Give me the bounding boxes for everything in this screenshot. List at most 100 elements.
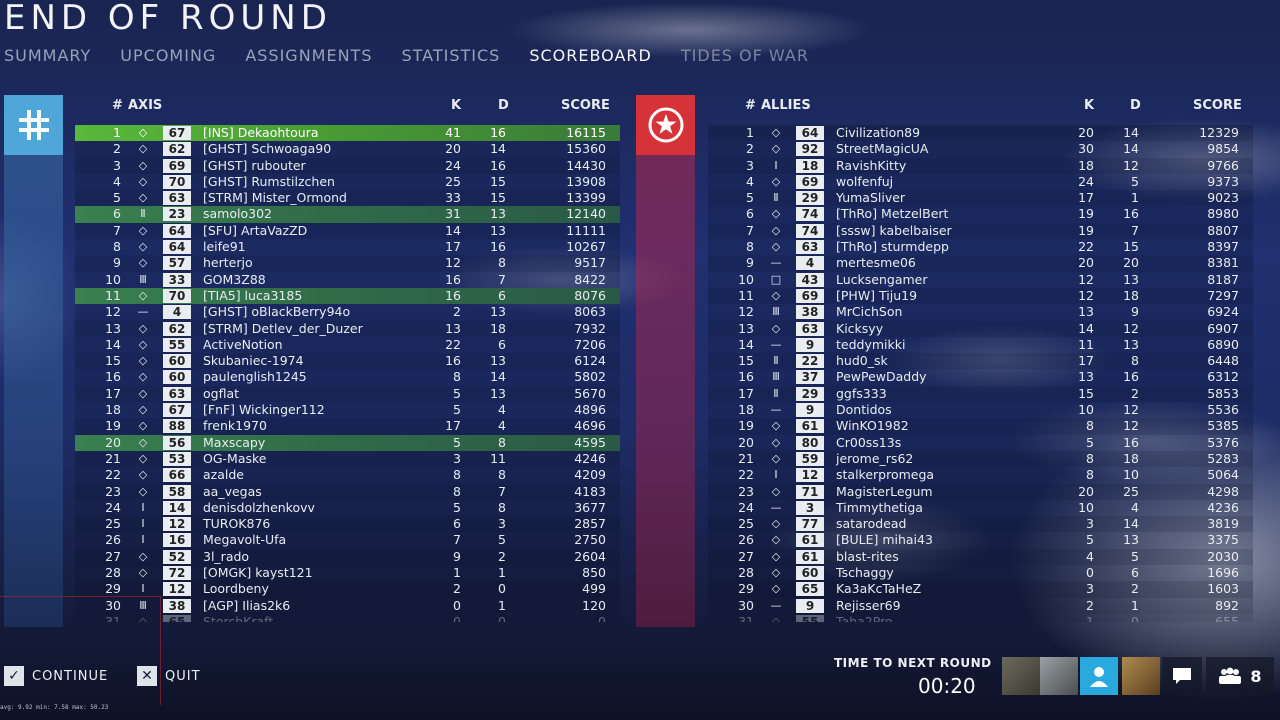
player-row[interactable]: 20 ◇ 80 Cr00ss13s 5 16 5376: [708, 434, 1253, 451]
player-row[interactable]: 12 — 4 [GHST] oBlackBerry94o 2 13 8063: [75, 304, 620, 321]
player-row[interactable]: 10 □ 43 Lucksengamer 12 13 8187: [708, 271, 1253, 288]
player-deaths: 18: [490, 320, 506, 336]
continue-button[interactable]: ✓ CONTINUE: [4, 666, 108, 686]
squad-member-portrait[interactable]: [1040, 657, 1078, 695]
player-row[interactable]: 23 ◇ 58 aa_vegas 8 7 4183: [75, 483, 620, 500]
player-row[interactable]: 7 ◇ 74 [sssw] kabelbaiser 19 7 8807: [708, 222, 1253, 240]
player-row[interactable]: 10 Ⅲ 33 GOM3Z88 16 7 8422: [75, 271, 620, 288]
player-row[interactable]: 14 ◇ 55 ActiveNotion 22 6 7206: [75, 336, 620, 354]
player-row[interactable]: 23 ◇ 71 MagisterLegum 20 25 4298: [708, 483, 1253, 500]
tab-tides-of-war[interactable]: TIDES OF WAR: [680, 46, 809, 65]
player-row[interactable]: 3 Ⅰ 18 RavishKitty 18 12 9766: [708, 157, 1253, 174]
player-kills: 10: [1078, 402, 1094, 418]
tab-summary[interactable]: SUMMARY: [4, 46, 92, 65]
rank-insignia-icon: ◇: [138, 240, 148, 254]
chat-button[interactable]: [1162, 657, 1202, 695]
player-row[interactable]: 17 ◇ 63 ogflat 5 13 5670: [75, 385, 620, 403]
player-kills: 5: [453, 434, 461, 450]
player-level-badge: 64: [163, 223, 191, 238]
tab-statistics[interactable]: STATISTICS: [401, 46, 501, 65]
player-row[interactable]: 8 ◇ 64 leife91 17 16 10267: [75, 239, 620, 256]
player-row[interactable]: 1 ◇ 64 Civilization89 20 14 12329: [708, 125, 1253, 142]
rank-insignia-icon: ◇: [138, 223, 148, 237]
player-row[interactable]: 4 ◇ 69 wolfenfuj 24 5 9373: [708, 173, 1253, 191]
player-row[interactable]: 20 ◇ 56 Maxscapy 5 8 4595: [75, 434, 620, 451]
player-row[interactable]: 31 ◇ 55 Taha2Pro 1 0 655: [708, 613, 1253, 622]
player-row[interactable]: 2 ◇ 62 [GHST] Schwoaga90 20 14 15360: [75, 141, 620, 158]
squad-member-portrait-self[interactable]: [1080, 657, 1118, 695]
player-row[interactable]: 29 ◇ 65 Ka3aKcTaHeZ 3 2 1603: [708, 581, 1253, 598]
player-level-badge: 70: [163, 174, 191, 189]
player-row[interactable]: 22 Ⅰ 12 stalkerpromega 8 10 5064: [708, 467, 1253, 484]
player-row[interactable]: 25 Ⅰ 12 TUROK876 6 3 2857: [75, 516, 620, 533]
player-row[interactable]: 9 — 4 mertesme06 20 20 8381: [708, 255, 1253, 272]
player-row[interactable]: 30 — 9 Rejisser69 2 1 892: [708, 597, 1253, 614]
player-row[interactable]: 6 Ⅱ 23 samolo302 31 13 12140: [75, 206, 620, 223]
player-row[interactable]: 24 — 3 Timmythetiga 10 4 4236: [708, 499, 1253, 517]
player-row[interactable]: 15 Ⅱ 22 hud0_sk 17 8 6448: [708, 353, 1253, 370]
rank-insignia-icon: □: [770, 272, 782, 286]
player-level-badge: 9: [796, 337, 824, 352]
player-row[interactable]: 31 ◇ 65 StorchKraft 0 0 0: [75, 613, 620, 622]
player-kills: 14: [1078, 320, 1094, 336]
player-row[interactable]: 6 ◇ 74 [ThRo] MetzelBert 19 16 8980: [708, 206, 1253, 223]
player-row[interactable]: 29 Ⅰ 12 Loordbeny 2 0 499: [75, 581, 620, 598]
player-name: Rejisser69: [836, 597, 901, 613]
tab-upcoming[interactable]: UPCOMING: [120, 46, 217, 65]
player-row[interactable]: 16 ◇ 60 paulenglish1245 8 14 5802: [75, 369, 620, 386]
player-row[interactable]: 15 ◇ 60 Skubaniec-1974 16 13 6124: [75, 353, 620, 370]
player-row[interactable]: 19 ◇ 88 frenk1970 17 4 4696: [75, 418, 620, 435]
player-score: 8076: [574, 287, 606, 303]
quit-button[interactable]: ✕ QUIT: [137, 666, 201, 686]
player-row[interactable]: 5 Ⅱ 29 YumaSliver 17 1 9023: [708, 190, 1253, 207]
player-row[interactable]: 21 ◇ 59 jerome_rs62 8 18 5283: [708, 450, 1253, 468]
player-row[interactable]: 18 — 9 Dontidos 10 12 5536: [708, 402, 1253, 419]
player-row[interactable]: 4 ◇ 70 [GHST] Rumstilzchen 25 15 13908: [75, 173, 620, 191]
player-row[interactable]: 11 ◇ 69 [PHW] Tiju19 12 18 7297: [708, 287, 1253, 305]
squad-member-portrait[interactable]: [1122, 657, 1160, 695]
player-row[interactable]: 1 ◇ 67 [INS] Dekaohtoura 41 16 16115: [75, 125, 620, 142]
tab-scoreboard[interactable]: SCOREBOARD: [529, 46, 652, 65]
player-row[interactable]: 26 Ⅰ 16 Megavolt-Ufa 7 5 2750: [75, 532, 620, 549]
player-row[interactable]: 17 Ⅱ 29 ggfs333 15 2 5853: [708, 385, 1253, 403]
player-row[interactable]: 3 ◇ 69 [GHST] rubouter 24 16 14430: [75, 157, 620, 174]
player-row[interactable]: 28 ◇ 72 [OMGK] kayst121 1 1 850: [75, 565, 620, 582]
player-name: Cr00ss13s: [836, 434, 902, 450]
squad-member-portrait[interactable]: [1002, 657, 1040, 695]
player-row[interactable]: 16 Ⅲ 37 PewPewDaddy 13 16 6312: [708, 369, 1253, 386]
player-row[interactable]: 9 ◇ 57 herterjo 12 8 9517: [75, 255, 620, 272]
player-score: 499: [582, 581, 606, 597]
player-row[interactable]: 21 ◇ 53 OG-Maske 3 11 4246: [75, 450, 620, 468]
player-row[interactable]: 14 — 9 teddymikki 11 13 6890: [708, 336, 1253, 354]
player-deaths: 4: [498, 402, 506, 418]
player-row[interactable]: 7 ◇ 64 [SFU] ArtaVazZD 14 13 11111: [75, 222, 620, 240]
player-row[interactable]: 11 ◇ 70 [TIA5] luca3185 16 6 8076: [75, 287, 620, 305]
allies-header: # ALLIES K D SCORE: [708, 95, 1253, 117]
player-row[interactable]: 30 Ⅲ 38 [AGP] Ilias2k6 0 1 120: [75, 597, 620, 614]
player-score: 4183: [574, 483, 606, 499]
player-rank: 31: [738, 613, 754, 622]
tab-assignments[interactable]: ASSIGNMENTS: [245, 46, 373, 65]
player-row[interactable]: 27 ◇ 52 3l_rado 9 2 2604: [75, 548, 620, 566]
player-row[interactable]: 24 Ⅰ 14 denisdolzhenkovv 5 8 3677: [75, 499, 620, 517]
player-deaths: 14: [1123, 141, 1139, 157]
player-row[interactable]: 8 ◇ 63 [ThRo] sturmdepp 22 15 8397: [708, 239, 1253, 256]
player-row[interactable]: 13 ◇ 62 [STRM] Detlev_der_Duzer 13 18 7932: [75, 320, 620, 337]
player-level-badge: 74: [796, 207, 824, 222]
player-row[interactable]: 13 ◇ 63 Kicksyy 14 12 6907: [708, 320, 1253, 337]
player-row[interactable]: 22 ◇ 66 azalde 8 8 4209: [75, 467, 620, 484]
player-row[interactable]: 5 ◇ 63 [STRM] Mister_Ormond 33 15 13399: [75, 190, 620, 207]
player-row[interactable]: 19 ◇ 61 WinKO1982 8 12 5385: [708, 418, 1253, 435]
player-row[interactable]: 18 ◇ 67 [FnF] Wickinger112 5 4 4896: [75, 402, 620, 419]
player-deaths: 0: [1131, 613, 1139, 622]
player-row[interactable]: 2 ◇ 92 StreetMagicUA 30 14 9854: [708, 141, 1253, 158]
player-row[interactable]: 27 ◇ 61 blast-rites 4 5 2030: [708, 548, 1253, 566]
player-count-button[interactable]: 8: [1206, 657, 1274, 695]
player-row[interactable]: 25 ◇ 77 satarodead 3 14 3819: [708, 516, 1253, 533]
player-row[interactable]: 12 Ⅲ 38 MrCichSon 13 9 6924: [708, 304, 1253, 321]
player-row[interactable]: 26 ◇ 61 [BULE] mihai43 5 13 3375: [708, 532, 1253, 549]
player-row[interactable]: 28 ◇ 60 Tschaggy 0 6 1696: [708, 565, 1253, 582]
player-name: Skubaniec-1974: [203, 353, 304, 369]
player-kills: 13: [1078, 304, 1094, 320]
player-deaths: 5: [1131, 548, 1139, 564]
